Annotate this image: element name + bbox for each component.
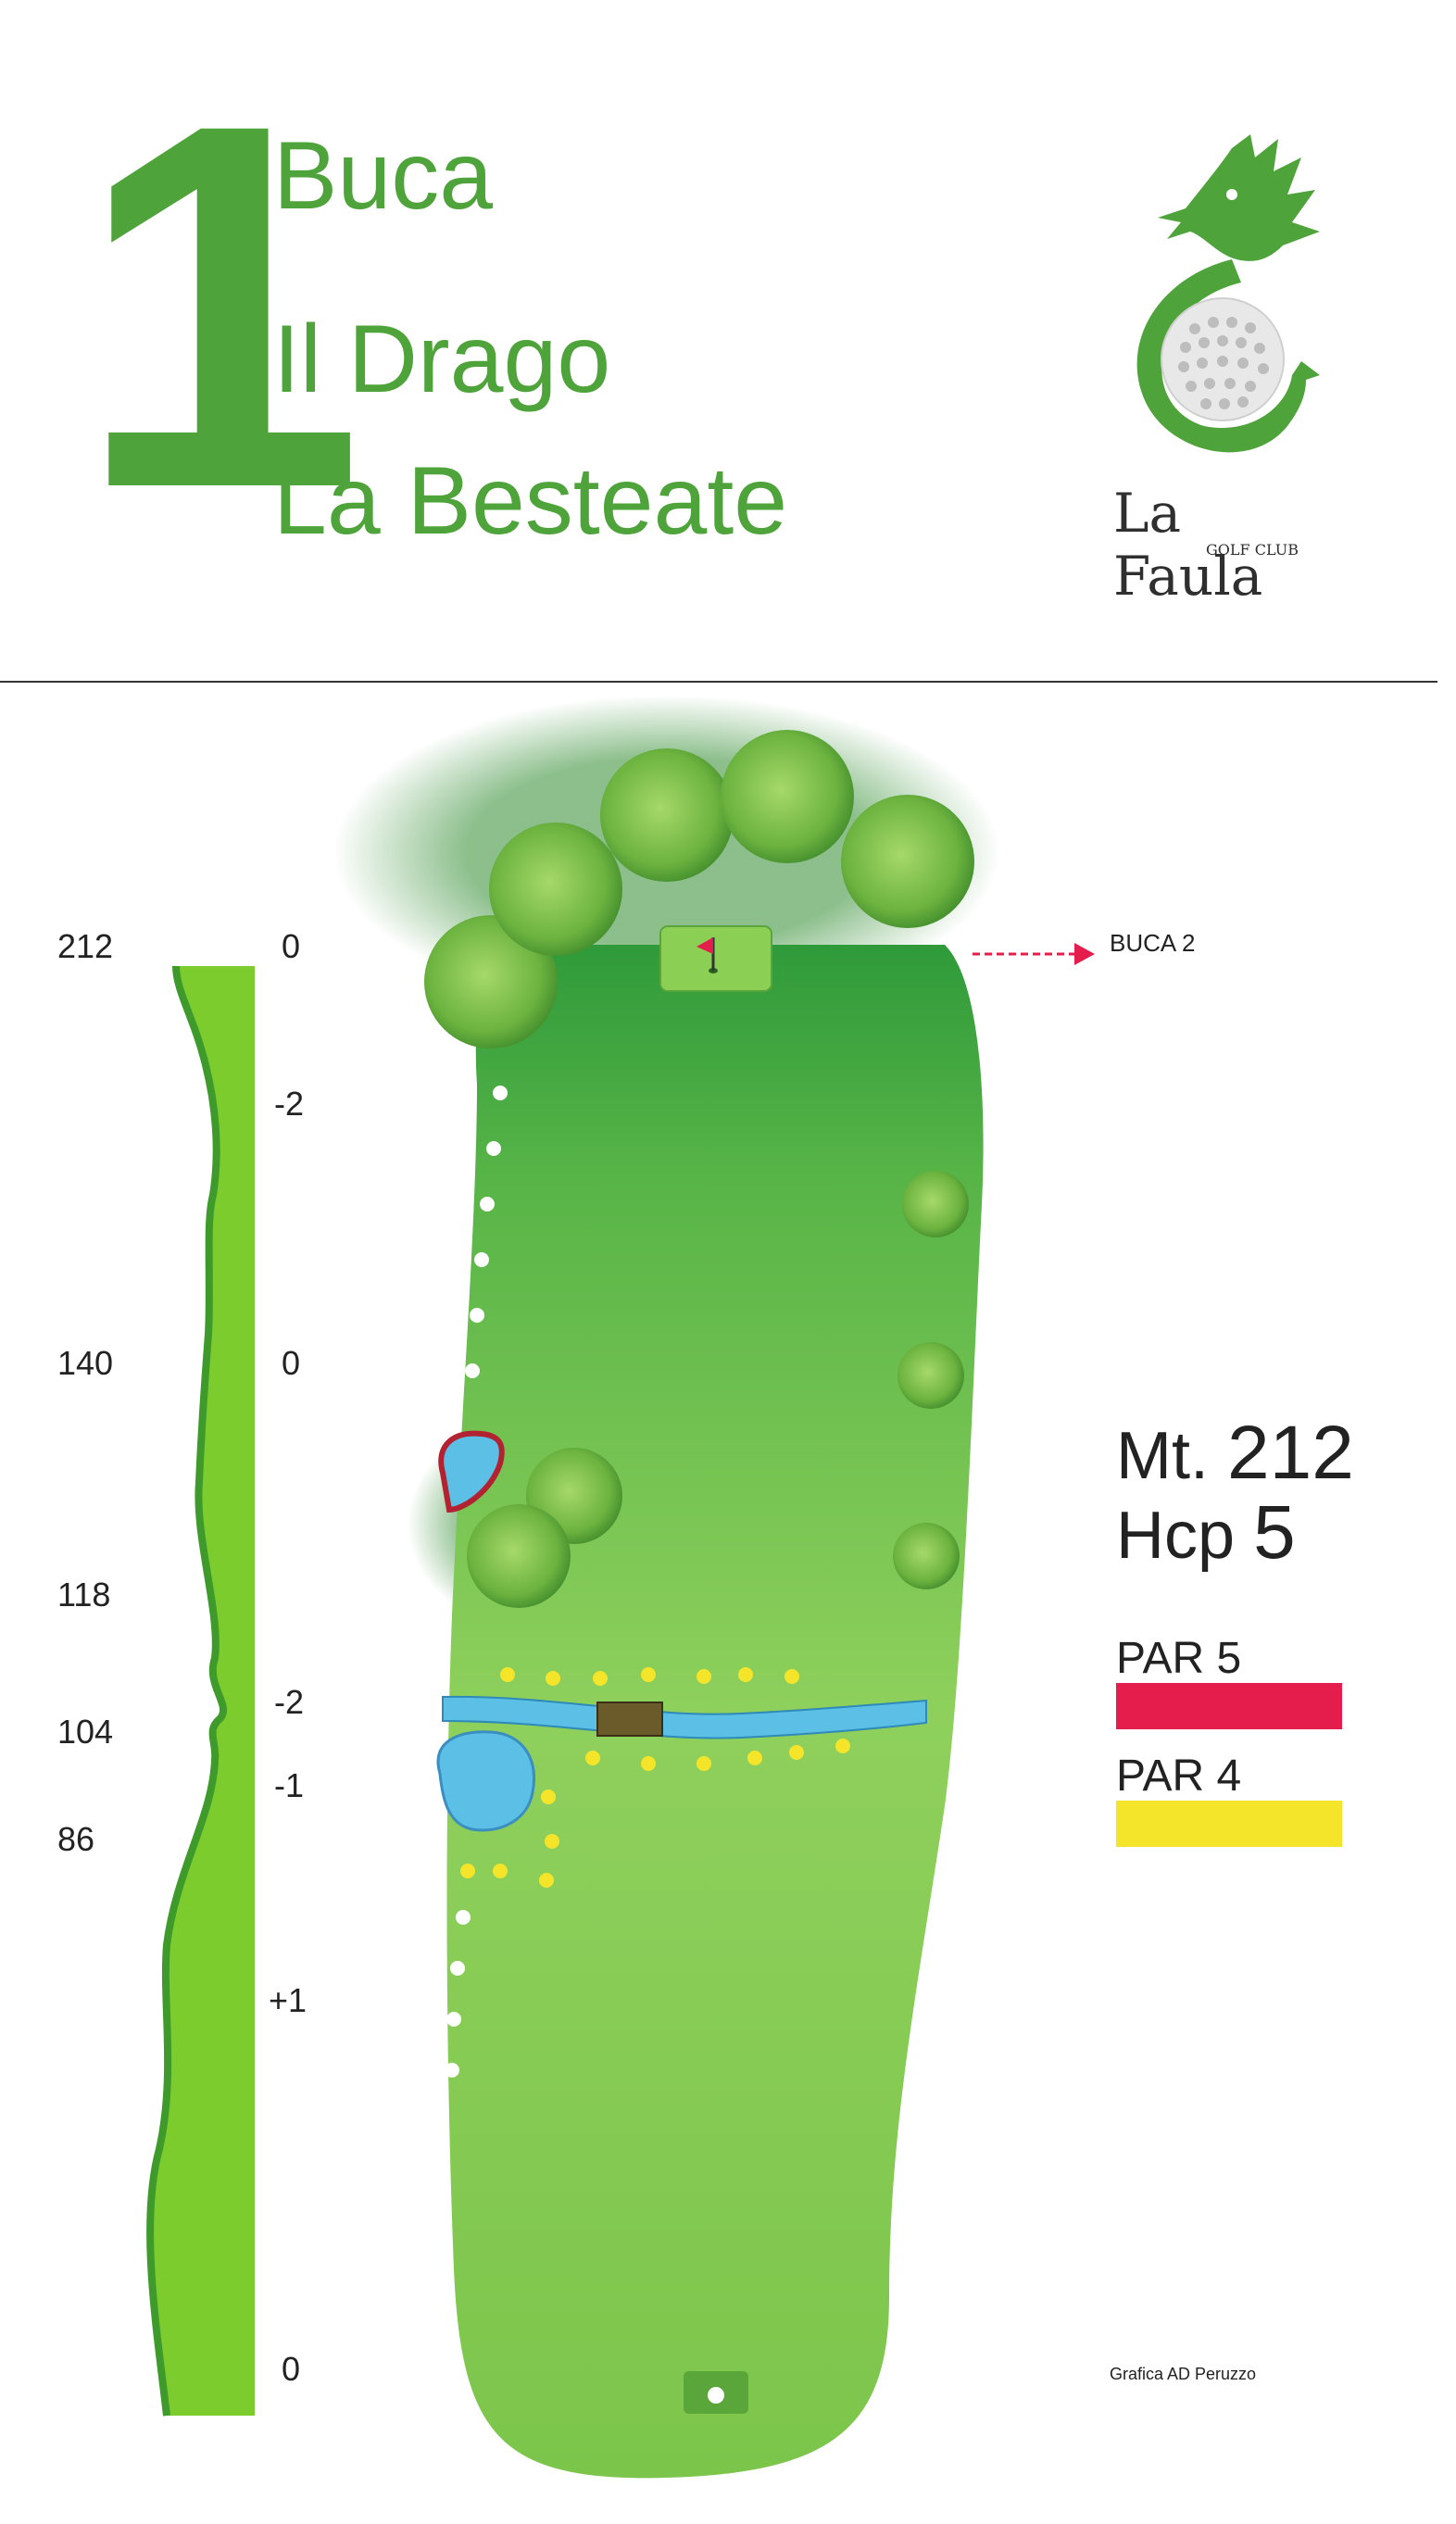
hole-number: 1 [76, 16, 364, 596]
par5-label: PAR 5 [1116, 1634, 1242, 1683]
hole-location: La Besteate [273, 447, 788, 555]
length-label: Mt. [1116, 1419, 1209, 1493]
elevation-profile [146, 965, 255, 2417]
elevation-label: -2 [274, 1085, 305, 1123]
club-logo: La Faula GOLF CLUB [1093, 130, 1334, 608]
elevation-label: 0 [282, 1344, 301, 1382]
next-hole-arrow [973, 943, 1095, 965]
green [659, 925, 772, 992]
divider [0, 681, 1437, 683]
distance-label: 118 [57, 1576, 111, 1614]
hole-handicap: Hcp 5 [1116, 1489, 1296, 1576]
fairway [446, 945, 984, 2479]
distance-label: 86 [57, 1820, 95, 1858]
dragon-golf-ball-icon [1136, 134, 1320, 453]
pond-icon [436, 1730, 535, 1832]
tee-markers [445, 1910, 471, 2078]
par5-color-bar [1116, 1683, 1342, 1729]
tree-icon [424, 730, 974, 1049]
elevation-label: -1 [274, 1766, 305, 1804]
hole-length: Mt. 212 [1116, 1410, 1354, 1497]
par4-label: PAR 4 [1116, 1752, 1242, 1801]
credit: Grafica AD Peruzzo [1110, 2365, 1257, 2383]
pond-icon [438, 1430, 505, 1513]
hole-label: Buca [273, 122, 494, 230]
handicap-value: 5 [1253, 1490, 1296, 1575]
elevation-label: 0 [282, 2350, 301, 2388]
hole-name: Il Drago [273, 306, 611, 413]
elevation-label: -2 [274, 1683, 305, 1721]
length-value: 212 [1227, 1411, 1354, 1495]
distance-label: 104 [57, 1713, 114, 1751]
distance-label: 140 [57, 1344, 114, 1382]
logo-subtitle: GOLF CLUB [1206, 541, 1299, 559]
flag-icon [697, 937, 718, 973]
tree-icon [467, 1448, 622, 1608]
handicap-label: Hcp [1116, 1499, 1236, 1573]
par4-color-bar [1116, 1801, 1342, 1847]
hazard-markers [460, 1667, 850, 1888]
tee-icon [684, 2371, 748, 2414]
bridge-icon [596, 1702, 663, 1737]
tee-markers [465, 1086, 508, 1378]
logo-name: La Faula [1113, 482, 1263, 608]
elevation-label: +1 [269, 1981, 308, 2019]
elevation-label: 0 [282, 927, 301, 965]
next-hole-label: BUCA 2 [1110, 929, 1196, 957]
distance-label: 212 [57, 927, 114, 965]
tree-icon [893, 1171, 969, 1589]
